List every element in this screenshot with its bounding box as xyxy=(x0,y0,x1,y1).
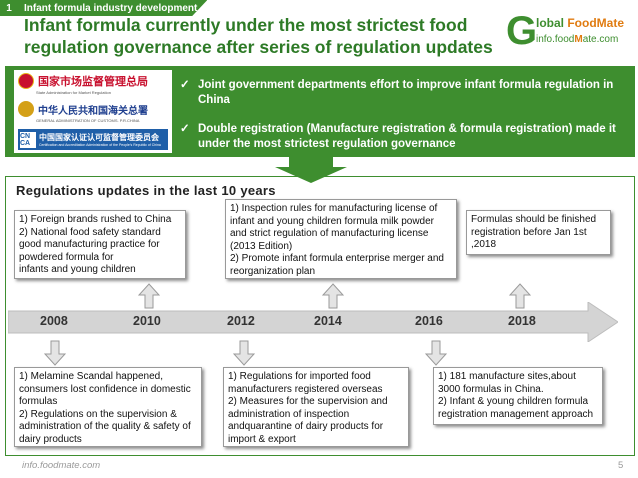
update-box-2008: 1) Melamine Scandal happened, consumers … xyxy=(14,367,202,447)
customs-english: GENERAL ADMINISTRATION OF CUSTOMS. P.R.C… xyxy=(36,118,140,123)
cnca-logo: CN CA 中国国家认证认可监督管理委员会 Certification and … xyxy=(18,129,168,150)
section-number: 1 xyxy=(0,0,18,16)
samr-english: State Administration for Market Regulati… xyxy=(36,90,111,95)
customs-emblem-icon xyxy=(18,101,34,117)
year-2012: 2012 xyxy=(227,314,255,328)
slide-title: Infant formula currently under the most … xyxy=(24,15,493,57)
timeline-arrow-icon xyxy=(8,302,618,342)
bullet-2: ✓ Double registration (Manufacture regis… xyxy=(180,123,616,150)
down-arrow-icon xyxy=(425,340,447,366)
up-arrow-icon xyxy=(138,283,160,309)
page-number: 5 xyxy=(618,460,624,471)
national-emblem-icon xyxy=(18,73,34,89)
global-foodmate-logo: G lobal FoodMate info.foodMate.com xyxy=(506,10,634,52)
year-2010: 2010 xyxy=(133,314,161,328)
check-icon: ✓ xyxy=(180,79,190,91)
samr-logo: 国家市场监督管理总局 xyxy=(18,73,148,89)
year-2014: 2014 xyxy=(314,314,342,328)
year-2016: 2016 xyxy=(415,314,443,328)
section-tag: 1 Infant formula industry development xyxy=(0,0,208,16)
update-box-2010: 1) Foreign brands rushed to China 2) Nat… xyxy=(14,210,186,279)
logo-name: lobal FoodMate xyxy=(536,16,625,30)
update-box-2012: 1) Regulations for imported food manufac… xyxy=(223,367,409,447)
check-icon: ✓ xyxy=(180,123,190,135)
section-label: Infant formula industry development xyxy=(18,0,208,16)
cnca-icon: CN CA xyxy=(20,131,36,148)
logo-letter: G xyxy=(506,9,538,53)
year-2018: 2018 xyxy=(508,314,536,328)
update-box-2016: 1) 181 manufacture sites,about 3000 form… xyxy=(433,367,603,425)
down-arrow-icon xyxy=(275,157,347,183)
up-arrow-icon xyxy=(322,283,344,309)
logo-url: info.foodMate.com xyxy=(536,34,619,45)
regulations-panel xyxy=(5,176,635,456)
footer-url: info.foodmate.com xyxy=(22,460,101,471)
down-arrow-icon xyxy=(233,340,255,366)
panel-title: Regulations updates in the last 10 years xyxy=(16,183,276,198)
government-logos: 国家市场监督管理总局 State Administration for Mark… xyxy=(14,70,172,153)
up-arrow-icon xyxy=(509,283,531,309)
customs-logo: 中华人民共和国海关总署 xyxy=(18,101,148,117)
update-box-2018: Formulas should be finished registration… xyxy=(466,210,611,255)
down-arrow-icon xyxy=(44,340,66,366)
update-box-2014: 1) Inspection rules for manufacturing li… xyxy=(225,199,457,279)
bullet-1: ✓ Joint government departments effort to… xyxy=(180,79,614,106)
year-2008: 2008 xyxy=(40,314,68,328)
